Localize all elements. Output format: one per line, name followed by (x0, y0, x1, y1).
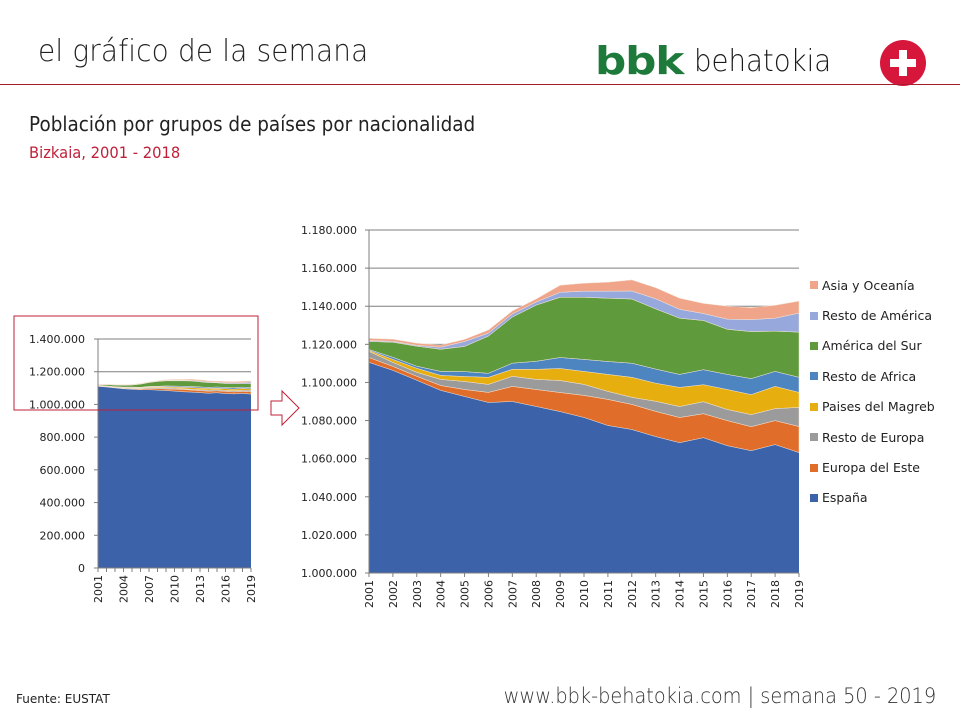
x-tick-label: 2009 (554, 580, 567, 608)
x-tick-label: 2019 (793, 580, 806, 608)
legend-item: Paises del Magreb (810, 392, 935, 422)
legend-label: Asia y Oceanía (822, 277, 915, 293)
x-tick-label: 2016 (721, 580, 734, 608)
footer-site: www.bbk-behatokia.com | semana 50 - 2019 (503, 684, 936, 708)
x-tick-label: 2004 (118, 575, 131, 603)
legend-label: Resto de Europa (822, 429, 925, 445)
x-tick-label: 2001 (363, 580, 376, 608)
page-header-title: el gráfico de la semana (38, 34, 369, 69)
x-tick-label: 2010 (578, 580, 591, 608)
legend-label: Resto de Africa (822, 368, 917, 384)
legend-item: Resto de Europa (810, 422, 935, 452)
legend-label: España (822, 490, 868, 506)
y-tick-label: 1.020.000 (301, 529, 357, 542)
x-tick-label: 2006 (482, 580, 495, 608)
y-tick-label: 1.140.000 (301, 300, 357, 313)
x-tick-label: 2001 (92, 575, 105, 603)
y-tick-label: 1.080.000 (301, 415, 357, 428)
y-tick-label: 1.100.000 (301, 376, 357, 389)
y-tick-label: 1.040.000 (301, 491, 357, 504)
zoom-highlight-box (13, 315, 259, 411)
x-tick-label: 2015 (697, 580, 710, 608)
x-tick-label: 2003 (411, 580, 424, 608)
y-tick-label: 800.000 (40, 431, 86, 444)
y-tick-label: 1.000.000 (29, 398, 85, 411)
logo-bbk-text: bbk (595, 39, 684, 83)
x-tick-label: 2005 (459, 580, 472, 608)
legend-swatch (810, 402, 818, 411)
y-tick-label: 0 (78, 562, 85, 575)
y-tick-label: 200.000 (40, 529, 86, 542)
x-tick-label: 2010 (169, 575, 182, 603)
x-tick-label: 2014 (674, 580, 687, 608)
detail-chart: 1.000.000 1.020.000 1.040.000 1.060.000 1.08… (301, 224, 806, 608)
x-tick-label: 2002 (387, 580, 400, 608)
legend-swatch (810, 281, 818, 290)
x-tick-label: 2008 (530, 580, 543, 608)
chart-title: Población por grupos de países por nacio… (29, 112, 476, 136)
y-tick-label: 1.180.000 (301, 224, 357, 237)
x-tick-label: 2016 (220, 575, 233, 603)
x-tick-label: 2004 (435, 580, 448, 608)
footer-source: Fuente: EUSTAT (16, 692, 110, 706)
overview-chart: 0 200.000 400.000 600.000 800.000 1.000.000 1.… (29, 333, 258, 603)
legend-swatch (810, 341, 818, 350)
legend-label: América del Sur (822, 338, 922, 354)
y-tick-label: 600.000 (40, 464, 86, 477)
area-españa (98, 386, 251, 568)
y-tick-label: 1.200.000 (29, 366, 85, 379)
area-asia-y-oceanía (97, 379, 252, 386)
y-tick-label: 1.120.000 (301, 338, 357, 351)
bbk-behatokia-logo: bbk behatokia (595, 36, 926, 86)
legend-swatch (810, 372, 818, 381)
y-tick-label: 1.160.000 (301, 262, 357, 275)
legend-item: España (810, 483, 935, 513)
legend-label: Paises del Magreb (822, 399, 935, 415)
legend-item: Resto de América (810, 300, 935, 330)
y-tick-label: 1.000.000 (301, 567, 357, 580)
legend-swatch (810, 311, 818, 320)
logo-name-text: behatokia (693, 43, 831, 79)
arrow-right-icon (270, 389, 300, 427)
x-tick-label: 2013 (650, 580, 663, 608)
x-tick-label: 2011 (602, 580, 615, 608)
x-tick-label: 2017 (745, 580, 758, 608)
chart-legend: Asia y Oceanía Resto de América América de… (810, 270, 935, 513)
legend-swatch (810, 433, 818, 442)
x-tick-label: 2012 (626, 580, 639, 608)
x-tick-label: 2007 (143, 575, 156, 603)
y-tick-label: 400.000 (40, 497, 86, 510)
legend-item: Resto de Africa (810, 361, 935, 391)
x-tick-label: 2013 (194, 575, 207, 603)
legend-label: Europa del Este (822, 460, 920, 476)
legend-swatch (810, 463, 818, 472)
area-asia-y-oceanía (368, 279, 800, 348)
legend-swatch (810, 493, 818, 502)
area-españa (369, 362, 799, 573)
y-tick-label: 1.400.000 (29, 333, 85, 346)
y-tick-label: 1.060.000 (301, 453, 357, 466)
header-divider (0, 84, 960, 85)
plus-badge-icon (880, 40, 926, 86)
legend-item: América del Sur (810, 331, 935, 361)
legend-label: Resto de América (822, 308, 933, 324)
legend-item: Asia y Oceanía (810, 270, 935, 300)
x-tick-label: 2019 (245, 575, 258, 603)
legend-item: Europa del Este (810, 452, 935, 482)
x-tick-label: 2018 (769, 580, 782, 608)
x-tick-label: 2007 (506, 580, 519, 608)
chart-subtitle: Bizkaia, 2001 - 2018 (29, 143, 181, 162)
